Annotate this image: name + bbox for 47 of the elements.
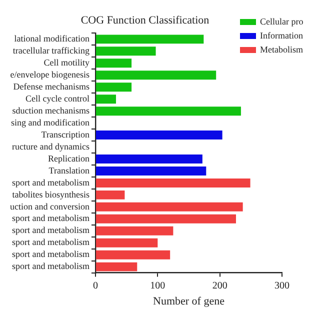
y-tick-label: Cell motility xyxy=(44,58,90,68)
x-tick-label: 0 xyxy=(92,280,98,292)
y-tick-label: Replication xyxy=(48,153,90,164)
bar xyxy=(96,262,138,272)
bar xyxy=(96,178,250,188)
y-tick-label: sport and metabolism xyxy=(12,261,90,272)
x-tick-label: 100 xyxy=(150,280,166,292)
y-tick-label: sport and metabolism xyxy=(12,177,90,188)
y-tick-label: sport and metabolism xyxy=(12,249,90,260)
bar xyxy=(96,166,206,176)
y-tick-label: sport and metabolism xyxy=(12,237,90,248)
y-tick-label: sing and modification xyxy=(10,117,90,128)
y-tick-label: sduction mechanisms xyxy=(12,105,90,116)
bar xyxy=(96,94,116,104)
bar xyxy=(96,46,156,56)
y-tick-label: Cell cycle control xyxy=(25,93,90,104)
legend-label: Cellular pro xyxy=(260,16,304,26)
bar xyxy=(96,70,216,80)
bar xyxy=(96,34,204,44)
bar xyxy=(96,82,132,92)
x-tick-label: 200 xyxy=(212,280,228,292)
bar xyxy=(96,190,125,200)
y-tick-label: Translation xyxy=(48,165,90,176)
y-tick-label: tabolites biosynthesis xyxy=(12,189,90,200)
chart-title: COG Function Classification xyxy=(80,14,210,26)
y-tick-label: sport and metabolism xyxy=(12,213,90,224)
bar xyxy=(96,226,174,236)
y-tick-label: sport and metabolism xyxy=(12,225,90,236)
bar xyxy=(96,202,243,212)
x-axis-title: Number of gene xyxy=(153,295,225,308)
y-tick-label: ructure and dynamics xyxy=(12,141,90,152)
y-tick-label: lational modification xyxy=(14,34,90,44)
y-tick-label: Defense mechanisms xyxy=(13,81,90,92)
bar xyxy=(96,214,236,224)
y-tick-label: tracellular trafficking xyxy=(12,46,90,56)
y-tick-label: uction and conversion xyxy=(10,201,90,212)
y-tick-label: e/envelope biogenesis xyxy=(10,69,90,80)
bar xyxy=(96,58,132,68)
legend-label: Metabolism xyxy=(260,44,303,54)
bar xyxy=(96,250,170,260)
legend-label: Information xyxy=(260,30,304,40)
bar xyxy=(96,154,202,164)
bar xyxy=(96,130,222,140)
bar xyxy=(96,238,158,248)
y-tick-label: Transcription xyxy=(41,129,90,140)
bar xyxy=(96,106,241,116)
x-tick-label: 300 xyxy=(274,280,290,292)
